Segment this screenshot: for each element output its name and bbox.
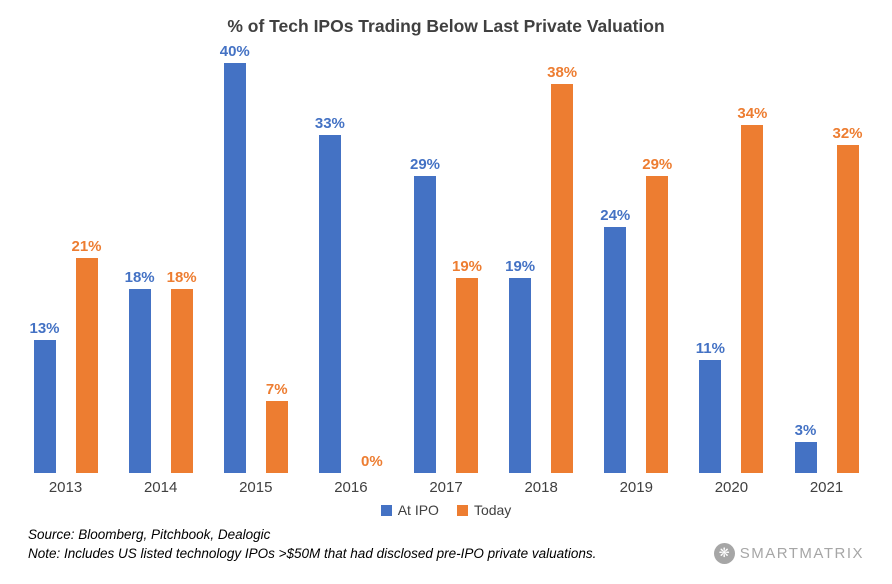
bar (794, 442, 817, 473)
bar (604, 227, 627, 473)
bar (456, 278, 478, 473)
bar-pair: 24% 29% (597, 43, 676, 473)
category-label: 2019 (619, 479, 653, 496)
bar-slot: 19% (449, 258, 486, 473)
source-note: Source: Bloomberg, Pitchbook, Dealogic (28, 527, 271, 542)
data-label: 29% (642, 156, 673, 173)
bar-slot: 13% (26, 320, 63, 473)
data-label: 34% (737, 105, 768, 122)
bar-group: 33% 0% 2016 (311, 43, 390, 500)
category-label: 2017 (429, 479, 463, 496)
data-label: 29% (409, 156, 441, 173)
bar-slot: 29% (407, 156, 444, 473)
bar (265, 401, 288, 473)
bar-slot: 19% (502, 258, 539, 473)
chart-title: % of Tech IPOs Trading Below Last Privat… (227, 16, 665, 36)
bar (836, 145, 859, 473)
footer: Source: Bloomberg, Pitchbook, Dealogic N… (28, 526, 864, 564)
data-label: 19% (505, 258, 536, 275)
bar-pair: 18% 18% (121, 43, 200, 473)
data-label: 7% (265, 381, 288, 398)
data-label: 18% (124, 269, 155, 286)
bar (33, 340, 56, 473)
legend-item: At IPO (380, 502, 439, 518)
bar-group: 13% 21% 2013 (26, 43, 105, 500)
bar-slot: 11% (692, 340, 729, 473)
data-label: 24% (600, 207, 631, 224)
bar-slot: 18% (163, 269, 200, 473)
bar-pair: 3% 32% (787, 43, 866, 473)
bar-slot: 21% (68, 238, 105, 473)
bar-pair: 13% 21% (26, 43, 105, 473)
category-label: 2015 (239, 479, 273, 496)
bar-group: 19% 38% 2018 (502, 43, 581, 500)
bar (414, 176, 436, 473)
bar (75, 258, 98, 473)
data-label: 13% (29, 320, 60, 337)
legend-item: Today (456, 502, 512, 518)
bar (741, 125, 764, 473)
bar-slot: 40% (216, 43, 253, 473)
bar (699, 360, 722, 473)
data-label: 38% (547, 64, 578, 81)
data-label: 11% (695, 340, 725, 357)
bar-slot: 24% (597, 207, 634, 473)
snowflake-icon: ❋ (713, 542, 735, 564)
bar-group: 3% 32% 2021 (787, 43, 866, 500)
data-label: 21% (71, 238, 102, 255)
bar-slot: 0% (353, 453, 390, 473)
data-label: 0% (361, 453, 383, 470)
bar-slot: 18% (121, 269, 158, 473)
plot-area: 13% 21% 2013 18% 18% 2014 40% 7% 2015 33% 0% 2016 29… (26, 43, 866, 500)
methodology-note: Note: Includes US listed technology IPOs… (28, 545, 597, 561)
bar-slot: 3% (787, 422, 824, 473)
smartmatrix-logo: ❋ SMARTMATRIX (713, 542, 864, 564)
bar-group: 11% 34% 2020 (692, 43, 771, 500)
bar (223, 63, 246, 473)
legend: At IPO Today (0, 502, 892, 518)
data-label: 3% (794, 422, 817, 439)
bar-pair: 11% 34% (692, 43, 771, 473)
legend-swatch (456, 504, 468, 516)
category-label: 2020 (714, 479, 749, 496)
bar-group: 29% 19% 2017 (407, 43, 486, 500)
category-label: 2013 (48, 479, 83, 496)
legend-label: At IPO (397, 502, 439, 518)
bar (170, 289, 193, 473)
footnotes: Source: Bloomberg, Pitchbook, Dealogic N… (28, 526, 596, 564)
bar-slot: 32% (829, 125, 866, 473)
legend-swatch (380, 504, 392, 516)
legend-label: Today (473, 502, 512, 518)
bar-slot: 33% (311, 115, 348, 473)
bar-slot: 7% (258, 381, 295, 473)
bar-group: 24% 29% 2019 (597, 43, 676, 500)
bar-pair: 33% 0% (311, 43, 390, 473)
data-label: 40% (219, 43, 250, 60)
bar-slot: 38% (544, 64, 581, 473)
data-label: 33% (314, 115, 345, 132)
data-label: 19% (451, 258, 483, 275)
bar-slot: 29% (639, 156, 676, 473)
category-label: 2021 (809, 479, 844, 496)
logo-text: SMARTMATRIX (739, 544, 864, 562)
data-label: 18% (166, 269, 197, 286)
bar (128, 289, 151, 473)
bar-group: 40% 7% 2015 (216, 43, 295, 500)
bar (509, 278, 532, 473)
bar (318, 135, 341, 473)
bar-group: 18% 18% 2014 (121, 43, 200, 500)
bar-pair: 19% 38% (502, 43, 581, 473)
data-label: 32% (832, 125, 863, 142)
category-label: 2014 (143, 479, 178, 496)
category-label: 2016 (334, 479, 368, 496)
bar-pair: 40% 7% (216, 43, 295, 473)
category-label: 2018 (524, 479, 558, 496)
bar-pair: 29% 19% (407, 43, 486, 473)
bar (551, 84, 574, 473)
bar-chart: % of Tech IPOs Trading Below Last Privat… (0, 16, 892, 518)
bar-slot: 34% (734, 105, 771, 473)
bar (646, 176, 669, 473)
